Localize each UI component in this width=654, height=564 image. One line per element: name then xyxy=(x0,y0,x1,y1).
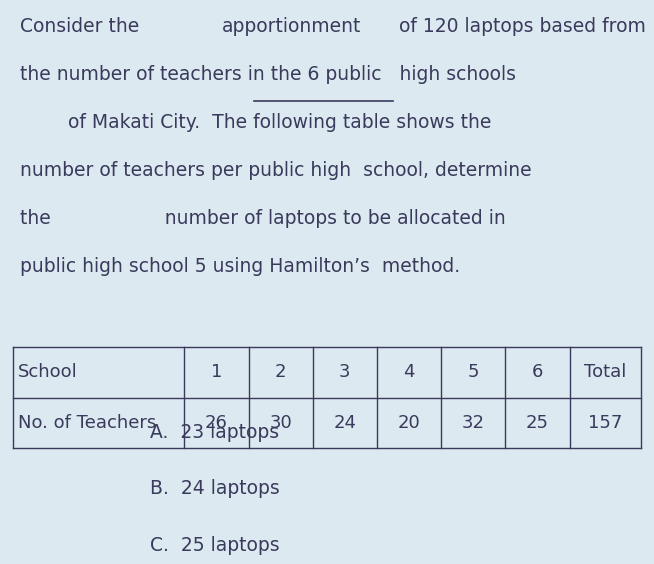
Text: 26: 26 xyxy=(205,414,228,432)
Text: 3: 3 xyxy=(339,363,351,381)
Text: 5: 5 xyxy=(468,363,479,381)
Text: of 120 laptops based from: of 120 laptops based from xyxy=(393,17,646,36)
Text: 157: 157 xyxy=(588,414,623,432)
Text: A.  23 laptops: A. 23 laptops xyxy=(150,423,279,442)
Text: 32: 32 xyxy=(462,414,485,432)
Text: 30: 30 xyxy=(269,414,292,432)
Text: School: School xyxy=(18,363,78,381)
Text: B.  24 laptops: B. 24 laptops xyxy=(150,479,280,499)
Text: 1: 1 xyxy=(211,363,222,381)
Text: C.  25 laptops: C. 25 laptops xyxy=(150,536,280,555)
Text: No. of Teachers: No. of Teachers xyxy=(18,414,156,432)
Text: 25: 25 xyxy=(526,414,549,432)
Text: 2: 2 xyxy=(275,363,286,381)
Text: Consider the: Consider the xyxy=(20,17,145,36)
Text: 20: 20 xyxy=(398,414,421,432)
Text: Total: Total xyxy=(584,363,627,381)
Text: 6: 6 xyxy=(532,363,543,381)
Text: number of teachers per public high  school, determine: number of teachers per public high schoo… xyxy=(20,161,531,180)
Text: apportionment: apportionment xyxy=(222,17,362,36)
Text: 24: 24 xyxy=(334,414,356,432)
Text: the                   number of laptops to be allocated in: the number of laptops to be allocated in xyxy=(20,209,506,228)
Text: public high school 5 using Hamilton’s  method.: public high school 5 using Hamilton’s me… xyxy=(20,257,460,276)
Text: 4: 4 xyxy=(404,363,415,381)
Text: the number of teachers in the 6 public   high schools: the number of teachers in the 6 public h… xyxy=(20,65,515,84)
Text: of Makati City.  The following table shows the: of Makati City. The following table show… xyxy=(20,113,491,132)
